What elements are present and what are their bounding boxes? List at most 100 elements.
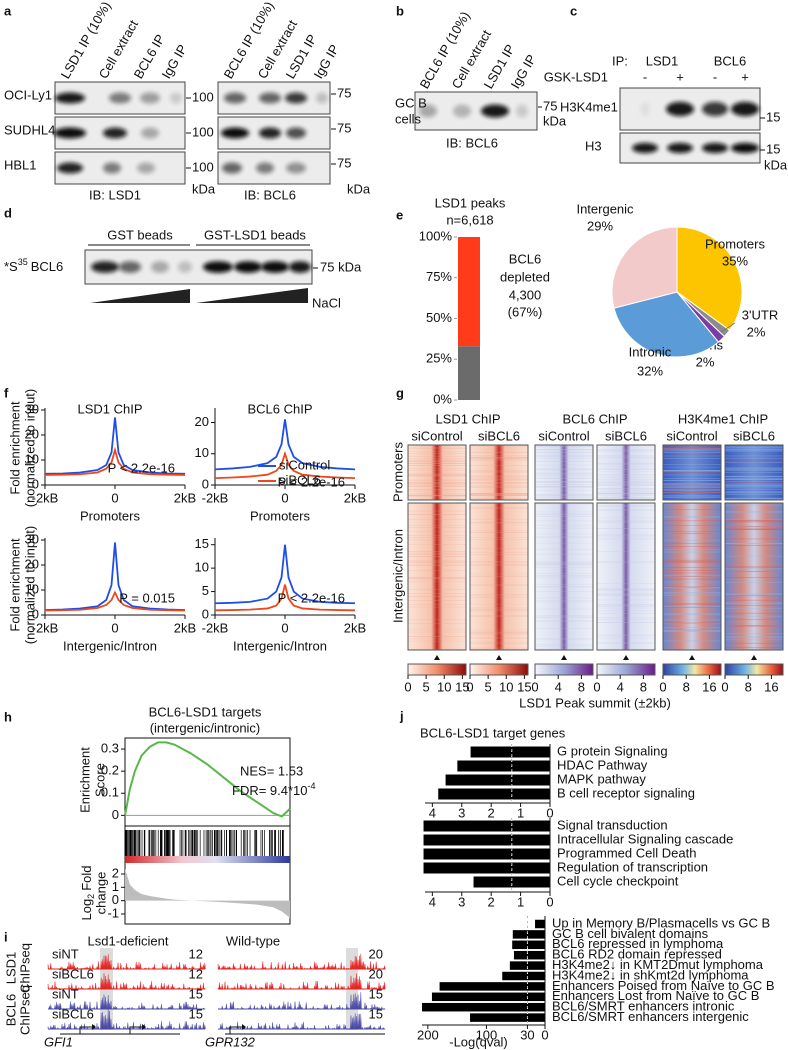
heatmap-frame — [534, 444, 594, 501]
y-label: (normalized to input) — [22, 526, 37, 645]
blot-band — [91, 261, 119, 273]
stat-label: -4 — [308, 781, 316, 791]
x-label: Promoters — [80, 508, 140, 523]
stat-label: NES= 1.53 — [240, 763, 303, 778]
track-signal — [217, 953, 386, 970]
bar — [470, 746, 550, 758]
y-tick-label: 0 — [202, 476, 209, 491]
y-tick-label: 75% — [426, 269, 452, 284]
x-tick-label: -2kB — [202, 620, 229, 635]
tss-arrow — [79, 1026, 92, 1034]
protein-label: 35 — [18, 257, 28, 267]
x-tick-label: 200 — [417, 1027, 439, 1042]
row-label: Intergenic/Intron — [390, 529, 405, 623]
condition-label: Lsd1-deficient — [88, 933, 169, 948]
track-scale: 12 — [189, 966, 203, 981]
blot-band — [666, 101, 694, 117]
panel-label: f — [4, 385, 9, 400]
tss-arrow — [229, 1026, 242, 1034]
panel-label: c — [570, 3, 577, 18]
track-scale: 15 — [369, 1006, 383, 1021]
pie-label: Intergenic — [576, 201, 634, 216]
y-tick-label: 30 — [25, 401, 39, 416]
colorbar-tick-label: 8 — [683, 679, 690, 694]
track-name: siNT — [52, 986, 79, 1001]
x-tick-label: 2kB — [174, 490, 196, 505]
colorbar-tick-label: 0 — [404, 679, 411, 694]
unit: kDa — [347, 181, 371, 196]
blot-band — [702, 142, 728, 154]
colorbar-tick-label: 5 — [485, 679, 492, 694]
summit-marker — [623, 655, 629, 660]
blot-band — [419, 104, 437, 118]
y-label: Log2 Fold — [79, 865, 96, 920]
y-tick-label: 0 — [32, 606, 39, 621]
heatmap-frame — [724, 502, 784, 651]
blot-band — [731, 142, 759, 154]
category-label: Programmed Cell Death — [557, 845, 696, 860]
blot-band — [141, 127, 159, 139]
gene-label: GPR132 — [205, 1034, 256, 1049]
heatmap — [597, 503, 655, 650]
group-label: GST beads — [107, 227, 173, 242]
marker: 75 — [543, 98, 557, 113]
blot-band — [256, 162, 274, 174]
colorbar-tick-label: 4 — [555, 679, 562, 694]
marker: 100 — [192, 124, 214, 139]
heatmap-frame — [469, 444, 529, 501]
y-tick-label: 10 — [25, 451, 39, 466]
colorbar-tick-label: 8 — [640, 679, 647, 694]
bar — [439, 982, 545, 991]
condition-label: siControl — [666, 428, 717, 443]
annotation: BCL6 — [509, 251, 542, 266]
colorbar-tick-label: 5 — [423, 679, 430, 694]
ip-label: IP: — [612, 53, 628, 68]
bar — [470, 1013, 545, 1022]
x-tick-label: 2 — [488, 894, 495, 909]
row-label: H3K4me1 — [560, 99, 618, 114]
group-label: BCL6 — [3, 994, 18, 1027]
x-tick-label: 3 — [458, 805, 465, 820]
y-label: Enrichment — [77, 747, 92, 813]
category-label: BCL6 repressed in lymphoma — [552, 936, 724, 951]
sign: - — [643, 69, 647, 84]
unit: kDa — [192, 181, 216, 196]
category-label: Enhancers Poised from Naïve to GC B — [552, 978, 775, 993]
y-tick-label: 0.1 — [101, 785, 119, 800]
unit: kDa — [543, 113, 567, 128]
y-tick-label: 0% — [433, 391, 452, 406]
gradient-wedge — [196, 288, 308, 303]
blot-band — [140, 92, 160, 104]
unit: kDa — [764, 157, 788, 172]
gradient-wedge — [90, 289, 190, 303]
bar — [438, 788, 550, 800]
bar — [512, 940, 545, 950]
colorbar-tick-label: 16 — [702, 679, 716, 694]
y-tick-label: 0 — [112, 807, 119, 822]
colorbar-tick-label: 15 — [455, 679, 469, 694]
protein-label: *S — [4, 259, 18, 274]
annotation: depleted — [500, 269, 550, 284]
column-title: H3K4me1 ChIP — [678, 411, 768, 426]
x-label: Promoters — [250, 508, 310, 523]
colorbar-tick-label: 4 — [617, 679, 624, 694]
pie-value-label: 2% — [696, 354, 715, 369]
y-label: Fold enrichment — [7, 538, 22, 632]
y-tick-label: 30 — [25, 531, 39, 546]
blot-band — [224, 92, 246, 104]
panel-label: h — [4, 709, 12, 724]
x-tick-label: 30 — [520, 1027, 534, 1042]
blot-band — [286, 127, 306, 139]
heatmap — [470, 445, 528, 500]
panel-label: b — [396, 3, 404, 18]
bar — [473, 876, 550, 888]
marker: 75 — [337, 155, 351, 170]
colorbar — [596, 663, 656, 676]
blot-band — [481, 104, 509, 118]
marker: 75 kDa — [320, 259, 362, 274]
title: BCL6-LSD1 targets — [149, 704, 262, 719]
marker: 15 — [766, 141, 780, 156]
track-scale: 20 — [369, 966, 383, 981]
x-tick-label: 2 — [488, 805, 495, 820]
blot-band — [259, 127, 281, 139]
